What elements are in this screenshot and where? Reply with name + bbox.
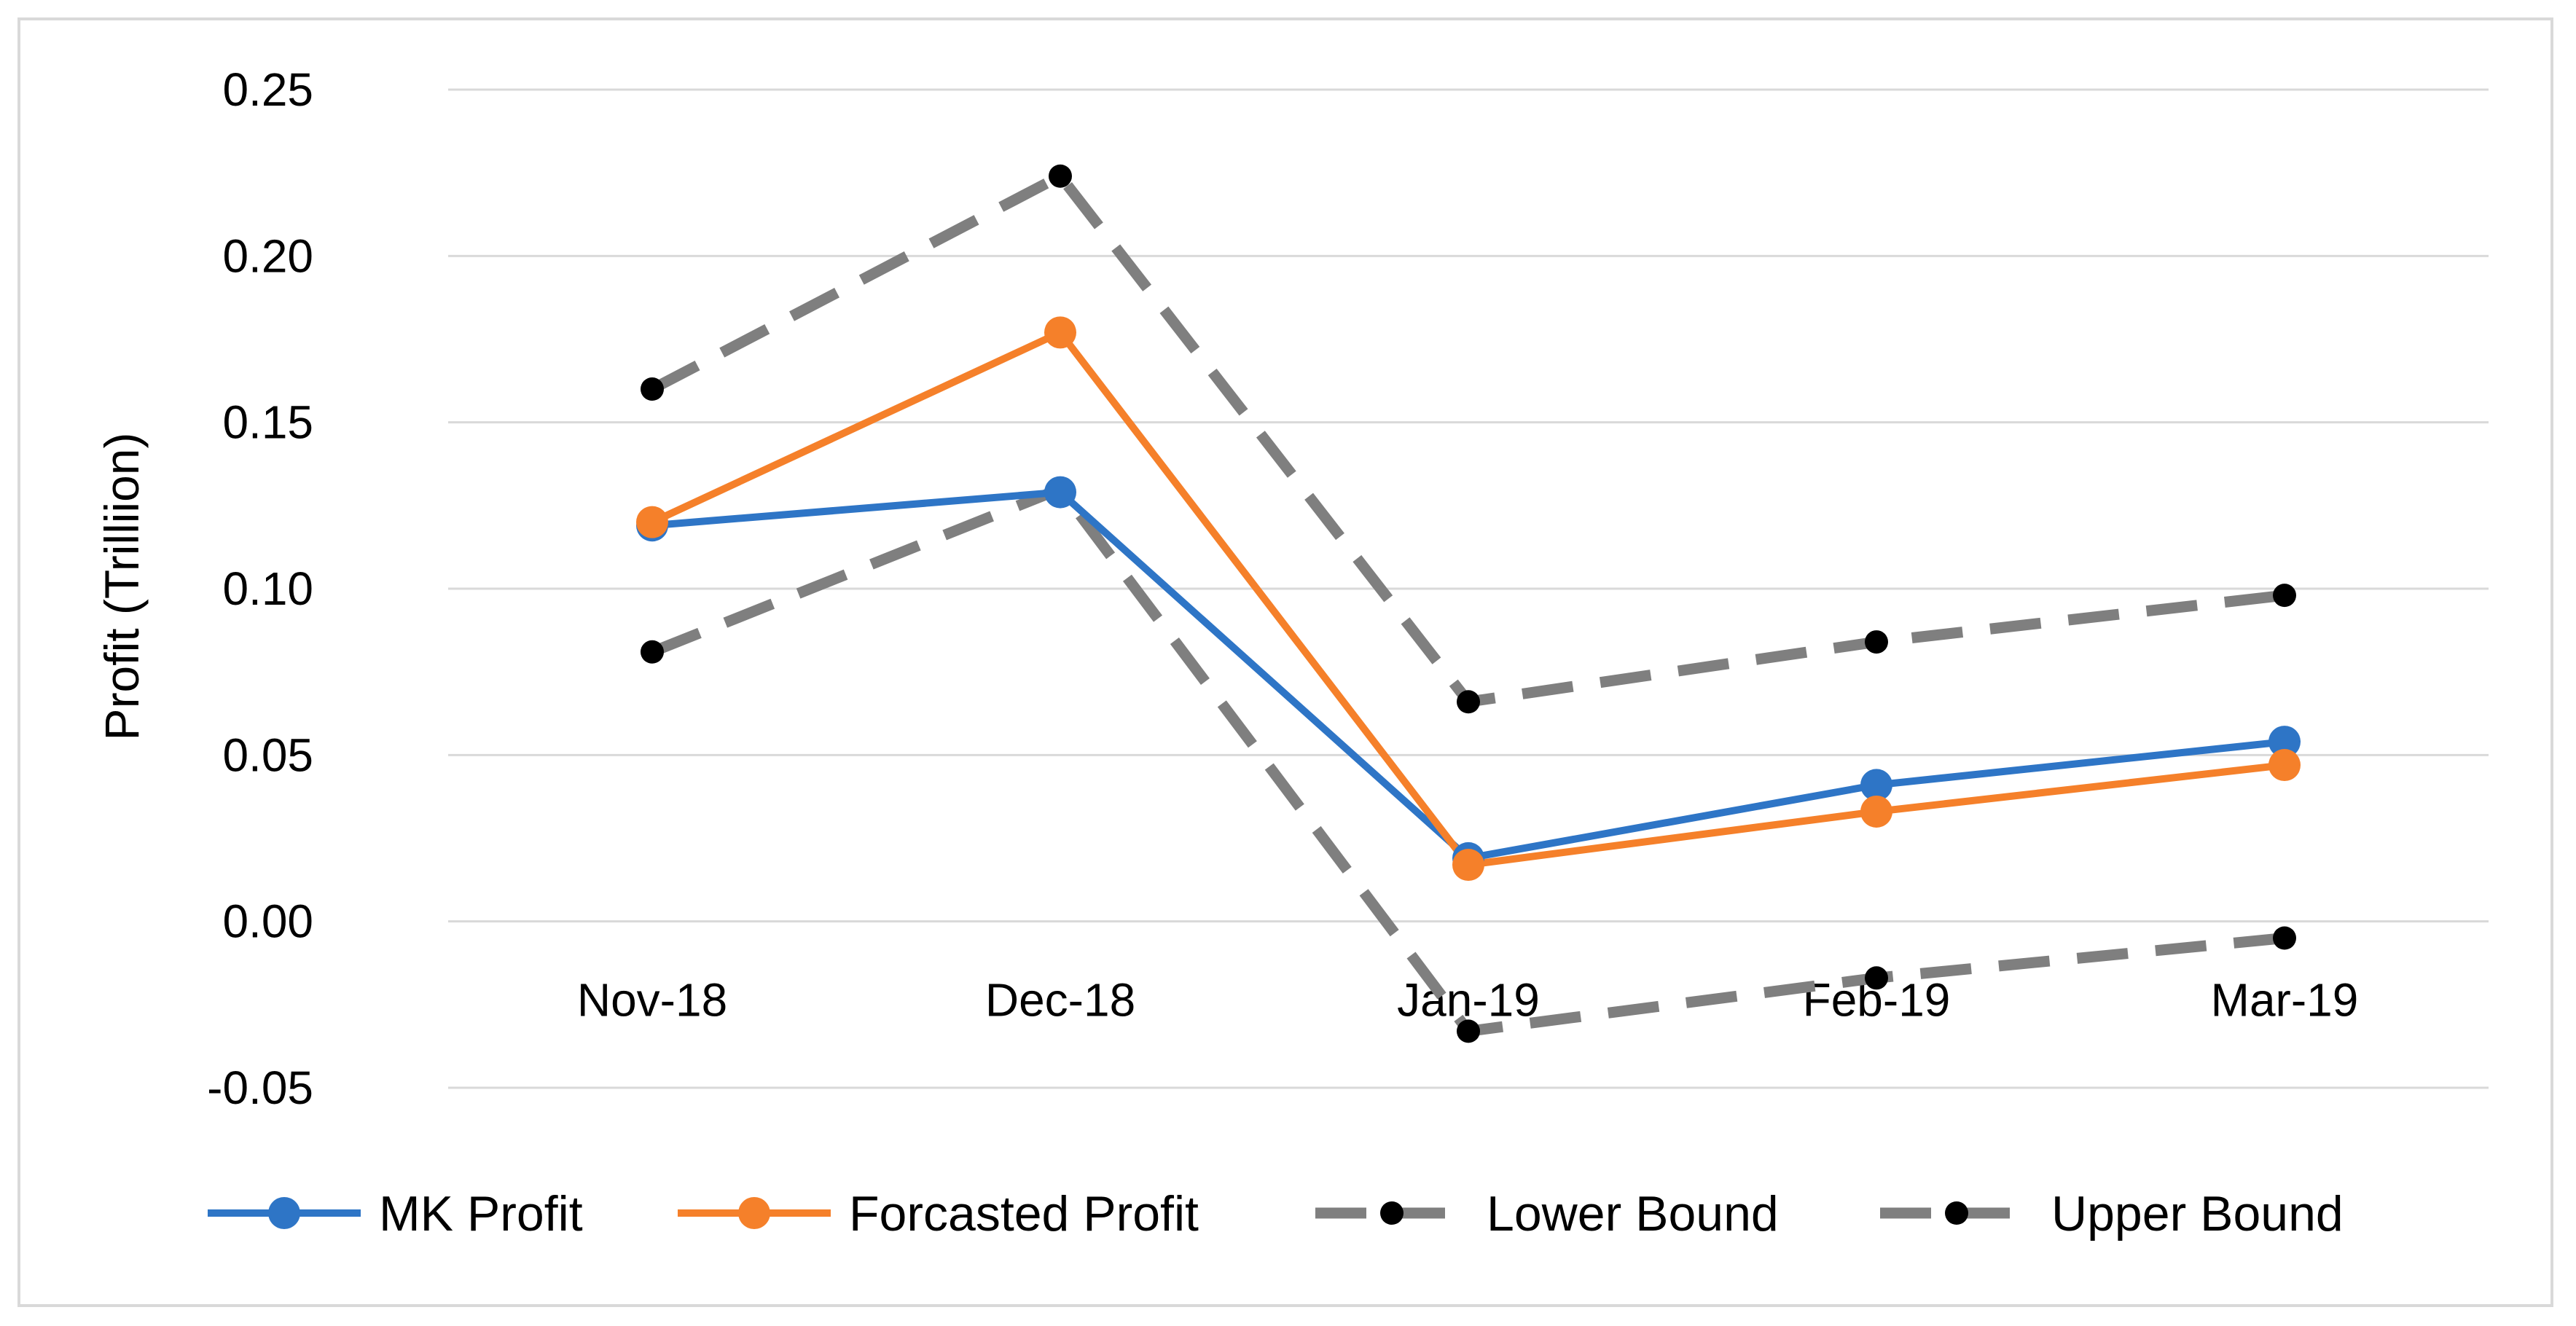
legend-swatch-marker (1380, 1201, 1404, 1225)
lower-bound-line (650, 483, 2285, 1037)
forcasted-profit-line (650, 329, 2285, 869)
mk-profit-point (2268, 726, 2301, 758)
x-tick-label: Mar-19 (2211, 974, 2359, 1027)
y-axis-tick-labels: 0.25 0.20 0.15 0.10 0.05 0.00 -0.05 (207, 63, 313, 1114)
gridlines (448, 88, 2489, 1089)
forcasted-profit-point (1452, 849, 1484, 882)
legend-label: MK Profit (379, 1186, 583, 1241)
legend-label: Upper Bound (2051, 1186, 2344, 1241)
y-tick-label: 0.20 (222, 230, 313, 282)
mk-profit-point (1860, 769, 1892, 801)
upper-bound-point (641, 377, 664, 401)
legend-swatch-marker (1945, 1201, 1968, 1225)
forcasted-profit-point (1860, 795, 1892, 828)
x-tick-label: Jan-19 (1397, 974, 1540, 1027)
upper-bound-point (1049, 164, 1072, 188)
legend-label: Lower Bound (1487, 1186, 1779, 1241)
upper-bound-point (1865, 630, 1888, 654)
forcasted-profit-point (636, 506, 668, 538)
lower-bound-point (1865, 966, 1888, 990)
legend-item-forcasted-profit: Forcasted Profit (678, 1186, 1199, 1241)
y-tick-label: 0.10 (222, 562, 313, 615)
lower-bound-point (1457, 1019, 1480, 1043)
legend-item-lower-bound: Lower Bound (1315, 1186, 1779, 1241)
y-tick-label: 0.05 (222, 729, 313, 781)
forcasted-profit-point (1044, 316, 1076, 349)
forcasted-profit-point (2268, 749, 2301, 782)
y-tick-label: 0.00 (222, 895, 313, 948)
legend-item-upper-bound: Upper Bound (1880, 1186, 2344, 1241)
x-tick-label: Nov-18 (577, 974, 727, 1027)
upper-bound-point (2273, 584, 2296, 608)
x-axis-tick-labels: Nov-18 Dec-18 Jan-19 Feb-19 Mar-19 (577, 974, 2359, 1027)
mk-profit-point (1044, 476, 1076, 509)
upper-bound-point (1457, 690, 1480, 714)
mk-profit-line (651, 488, 2285, 862)
legend-swatch-marker (268, 1197, 300, 1229)
chart-frame (17, 17, 2553, 1307)
x-tick-label: Dec-18 (985, 974, 1135, 1027)
legend: MK Profit Forcasted Profit Lower Bound Uppe… (208, 1186, 2344, 1241)
y-axis-title: Profit (Trilliion) (95, 433, 149, 741)
y-tick-label: 0.15 (222, 396, 313, 449)
y-tick-label: 0.25 (222, 63, 313, 116)
y-tick-label: -0.05 (207, 1062, 313, 1114)
legend-swatch-marker (738, 1197, 770, 1229)
series-lines (649, 170, 2285, 1037)
legend-item-mk-profit: MK Profit (208, 1186, 583, 1241)
series-markers (636, 164, 2301, 1043)
lower-bound-point (641, 640, 664, 664)
legend-label: Forcasted Profit (849, 1186, 1199, 1241)
lower-bound-point (2273, 926, 2296, 950)
